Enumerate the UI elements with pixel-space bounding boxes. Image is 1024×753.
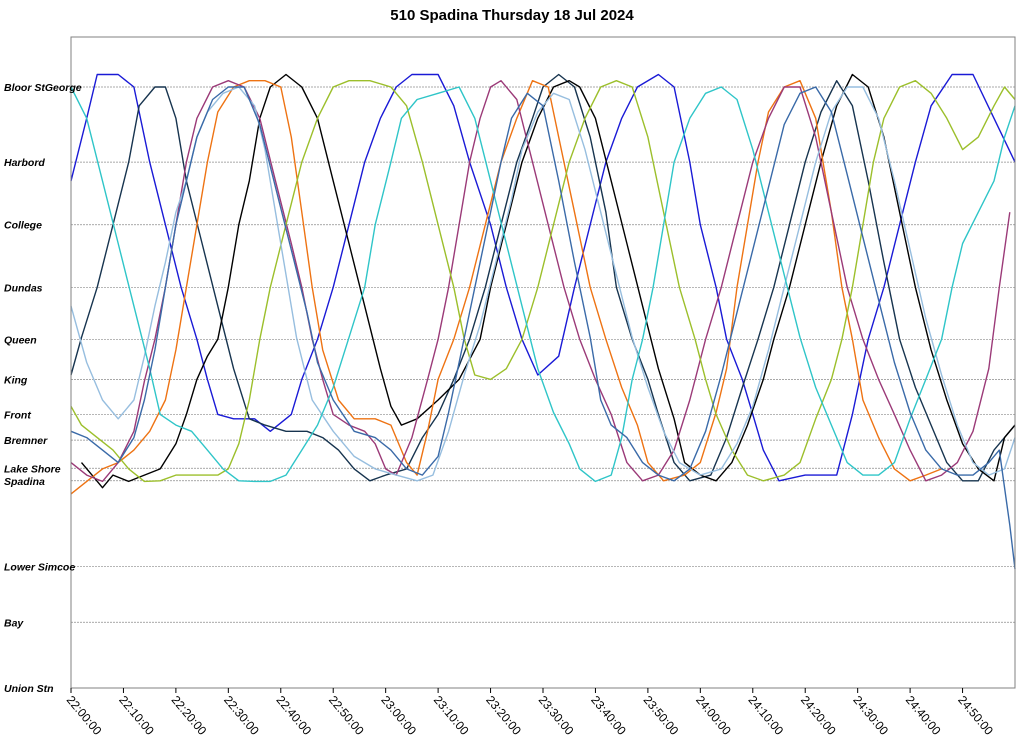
- stop-label: Bay: [4, 617, 24, 629]
- x-tick-label: 22:40:00: [273, 693, 314, 738]
- x-tick-label: 24:20:00: [798, 693, 839, 738]
- vehicle-trace: [70, 86, 1016, 483]
- x-tick-label: 23:10:00: [431, 693, 472, 738]
- x-tick-label: 23:30:00: [536, 693, 577, 738]
- vehicle-trace: [70, 73, 1016, 482]
- stop-label: Bremner: [4, 435, 48, 447]
- series-layer: [70, 73, 1016, 570]
- stop-label: Dundas: [4, 282, 43, 294]
- vehicle-trace: [70, 80, 1016, 483]
- x-tick-label: 23:20:00: [483, 693, 524, 738]
- label-layer: Bloor StGeorge Harbord College Dundas Queen K…: [4, 82, 82, 695]
- x-tick-label: 22:10:00: [116, 693, 157, 738]
- chart-title: 510 Spadina Thursday 18 Jul 2024: [390, 7, 634, 24]
- x-tick-label: 23:40:00: [588, 693, 629, 738]
- x-tick-label: 22:00:00: [64, 693, 105, 738]
- stop-label: Union Stn: [4, 683, 54, 695]
- vehicle-trace: [70, 73, 1016, 482]
- x-tick-label: 24:50:00: [955, 693, 996, 738]
- x-tick-label: 24:40:00: [903, 693, 944, 738]
- stop-label: King: [4, 374, 28, 386]
- stop-label: Spadina: [4, 476, 45, 488]
- x-tick-label: 23:00:00: [378, 693, 419, 738]
- stop-label: College: [4, 220, 42, 232]
- vehicle-trace: [80, 73, 1016, 489]
- tick-layer: 22:00:00 22:10:00 22:20:00 22:30:00 22:40:00…: [64, 688, 996, 738]
- grid-layer: [71, 86, 1015, 623]
- stop-label: Bloor StGeorge: [4, 82, 82, 94]
- x-tick-label: 24:00:00: [693, 693, 734, 738]
- vehicle-trace: [70, 80, 1011, 483]
- stop-label: Lake Shore: [4, 463, 61, 475]
- x-tick-label: 24:10:00: [745, 693, 786, 738]
- x-tick-label: 24:30:00: [850, 693, 891, 738]
- vehicle-trace: [70, 86, 1016, 570]
- stop-label: Queen: [4, 334, 37, 346]
- x-tick-label: 22:30:00: [221, 693, 262, 738]
- x-tick-label: 22:50:00: [326, 693, 367, 738]
- stop-label: Lower Simcoe: [4, 562, 75, 574]
- x-tick-label: 22:20:00: [169, 693, 210, 738]
- x-tick-label: 23:50:00: [641, 693, 682, 738]
- stop-label: Front: [4, 409, 31, 421]
- stop-label: Harbord: [4, 157, 45, 169]
